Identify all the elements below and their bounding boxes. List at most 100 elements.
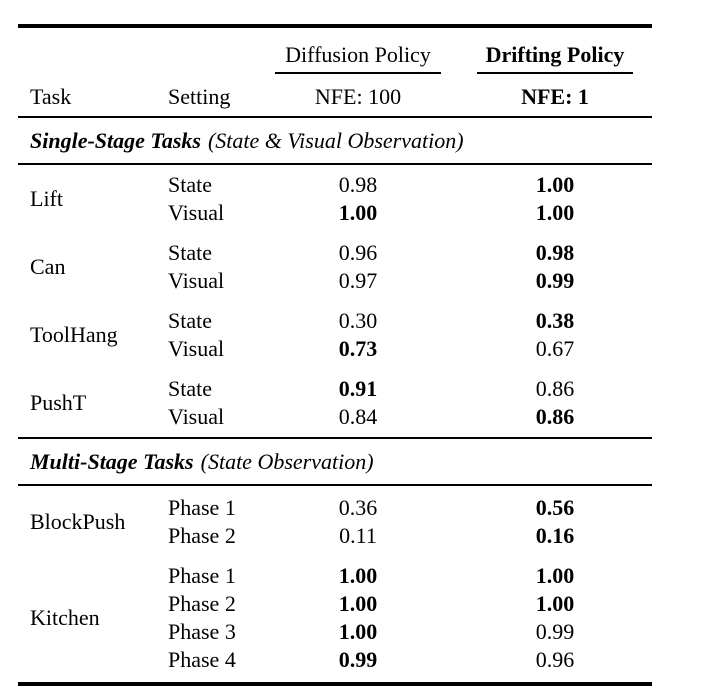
section-title: Multi-Stage Tasks — [30, 448, 194, 474]
setting-cell: Visual — [168, 404, 225, 429]
diffusion-nfe-label: NFE: 100 — [314, 84, 402, 109]
setting-cell: Phase 3 — [168, 619, 236, 644]
table-row: State 0.96 0.98 — [168, 239, 652, 267]
drifting-value: 0.38 — [535, 308, 575, 333]
task-cell: BlockPush — [30, 509, 126, 534]
diffusion-value: 0.73 — [338, 336, 378, 361]
drifting-policy-label: Drifting Policy — [485, 42, 625, 67]
diffusion-value: 0.91 — [338, 376, 378, 401]
section-header-multi-stage: Multi-Stage Tasks (State Observation) — [18, 439, 652, 484]
diffusion-value: 1.00 — [338, 563, 378, 588]
drifting-column-underline — [477, 72, 633, 74]
drifting-value: 0.98 — [535, 240, 575, 265]
setting-cell: State — [168, 376, 212, 401]
task-group-toolhang: ToolHang State 0.30 0.38 Visual 0.73 0.6… — [18, 307, 652, 363]
table-row: State 0.30 0.38 — [168, 307, 652, 335]
section-title: Single-Stage Tasks — [30, 127, 201, 153]
diffusion-value: 1.00 — [338, 591, 378, 616]
diffusion-value: 0.84 — [338, 404, 378, 429]
setting-cell: State — [168, 240, 212, 265]
table-row: Visual 0.84 0.86 — [168, 403, 652, 431]
setting-cell: Phase 4 — [168, 647, 236, 672]
task-cell: Can — [30, 254, 66, 279]
setting-column-header: Setting — [168, 84, 231, 109]
table-rule-bottom — [18, 682, 652, 686]
group-rows: State 0.91 0.86 Visual 0.84 0.86 — [168, 375, 652, 431]
table-row: Phase 1 1.00 1.00 — [168, 562, 652, 590]
setting-cell: Visual — [168, 200, 225, 225]
diffusion-value: 0.97 — [338, 268, 378, 293]
multi-stage-body: BlockPush Phase 1 0.36 0.56 Phase 2 0.11… — [18, 486, 652, 682]
task-cell: Kitchen — [30, 605, 100, 630]
section2-top-rule — [18, 484, 652, 486]
setting-cell: Visual — [168, 336, 225, 361]
task-group-blockpush: BlockPush Phase 1 0.36 0.56 Phase 2 0.11… — [18, 494, 652, 550]
table-row: Phase 2 0.11 0.16 — [168, 522, 652, 550]
group-rows: Phase 1 0.36 0.56 Phase 2 0.11 0.16 — [168, 494, 652, 550]
drifting-value: 0.99 — [535, 268, 575, 293]
diffusion-value: 0.98 — [338, 172, 378, 197]
diffusion-value: 0.11 — [339, 523, 377, 548]
setting-cell: Phase 1 — [168, 563, 236, 588]
drifting-value: 0.96 — [535, 647, 575, 672]
drifting-value: 0.99 — [535, 619, 575, 644]
task-cell: PushT — [30, 390, 87, 415]
diffusion-value: 0.99 — [338, 647, 378, 672]
group-rows: State 0.30 0.38 Visual 0.73 0.67 — [168, 307, 652, 363]
drifting-policy-header: Drifting Policy — [458, 28, 652, 74]
diffusion-value: 1.00 — [338, 619, 378, 644]
task-cell: ToolHang — [30, 322, 118, 347]
group-rows: Phase 1 1.00 1.00 Phase 2 1.00 1.00 Phas… — [168, 562, 652, 674]
drifting-value: 1.00 — [535, 563, 575, 588]
table-row: State 0.91 0.86 — [168, 375, 652, 403]
setting-cell: Phase 2 — [168, 523, 236, 548]
drifting-value: 1.00 — [535, 172, 575, 197]
section-subtitle: (State Observation) — [200, 448, 374, 474]
diffusion-value: 1.00 — [338, 200, 378, 225]
group-rows: State 0.98 1.00 Visual 1.00 1.00 — [168, 171, 652, 227]
table-row: Visual 0.73 0.67 — [168, 335, 652, 363]
table-row: Visual 0.97 0.99 — [168, 267, 652, 295]
setting-cell: Phase 1 — [168, 495, 236, 520]
table-row: Phase 4 0.99 0.96 — [168, 646, 652, 674]
diffusion-column-underline — [275, 72, 441, 74]
drifting-value: 0.86 — [535, 376, 575, 401]
header-rule — [18, 116, 652, 118]
setting-cell: Phase 2 — [168, 591, 236, 616]
drifting-value: 0.86 — [535, 404, 575, 429]
diffusion-policy-label: Diffusion Policy — [285, 42, 431, 67]
section1-top-rule — [18, 163, 652, 165]
task-group-can: Can State 0.96 0.98 Visual 0.97 0.99 — [18, 239, 652, 295]
table-row: Visual 1.00 1.00 — [168, 199, 652, 227]
setting-cell: State — [168, 308, 212, 333]
setting-cell: State — [168, 172, 212, 197]
table-row: Phase 3 1.00 0.99 — [168, 618, 652, 646]
section-subtitle: (State & Visual Observation) — [207, 127, 464, 153]
drifting-value: 0.16 — [535, 523, 575, 548]
diffusion-value: 0.30 — [338, 308, 378, 333]
drifting-value: 1.00 — [535, 591, 575, 616]
setting-cell: Visual — [168, 268, 225, 293]
diffusion-policy-header: Diffusion Policy — [258, 28, 458, 74]
single-stage-body: Lift State 0.98 1.00 Visual 1.00 1.00 Ca… — [18, 165, 652, 437]
table-rule-top — [18, 24, 652, 28]
task-cell: Lift — [30, 186, 63, 211]
results-table: Diffusion Policy Drifting Policy Task Se… — [18, 24, 652, 686]
diffusion-value: 0.96 — [338, 240, 378, 265]
section-header-single-stage: Single-Stage Tasks (State & Visual Obser… — [18, 118, 652, 163]
table-row: Phase 2 1.00 1.00 — [168, 590, 652, 618]
table-row: State 0.98 1.00 — [168, 171, 652, 199]
drifting-value: 0.56 — [535, 495, 575, 520]
group-rows: State 0.96 0.98 Visual 0.97 0.99 — [168, 239, 652, 295]
task-group-pusht: PushT State 0.91 0.86 Visual 0.84 0.86 — [18, 375, 652, 431]
table-row: Phase 1 0.36 0.56 — [168, 494, 652, 522]
task-column-header: Task — [30, 84, 72, 109]
section2-pre-rule — [18, 437, 652, 439]
table-header: Diffusion Policy Drifting Policy Task Se… — [18, 28, 652, 116]
drifting-value: 0.67 — [535, 336, 575, 361]
task-group-kitchen: Kitchen Phase 1 1.00 1.00 Phase 2 1.00 1… — [18, 562, 652, 674]
drifting-value: 1.00 — [535, 200, 575, 225]
diffusion-value: 0.36 — [338, 495, 378, 520]
drifting-nfe-label: NFE: 1 — [521, 84, 589, 109]
task-group-lift: Lift State 0.98 1.00 Visual 1.00 1.00 — [18, 171, 652, 227]
